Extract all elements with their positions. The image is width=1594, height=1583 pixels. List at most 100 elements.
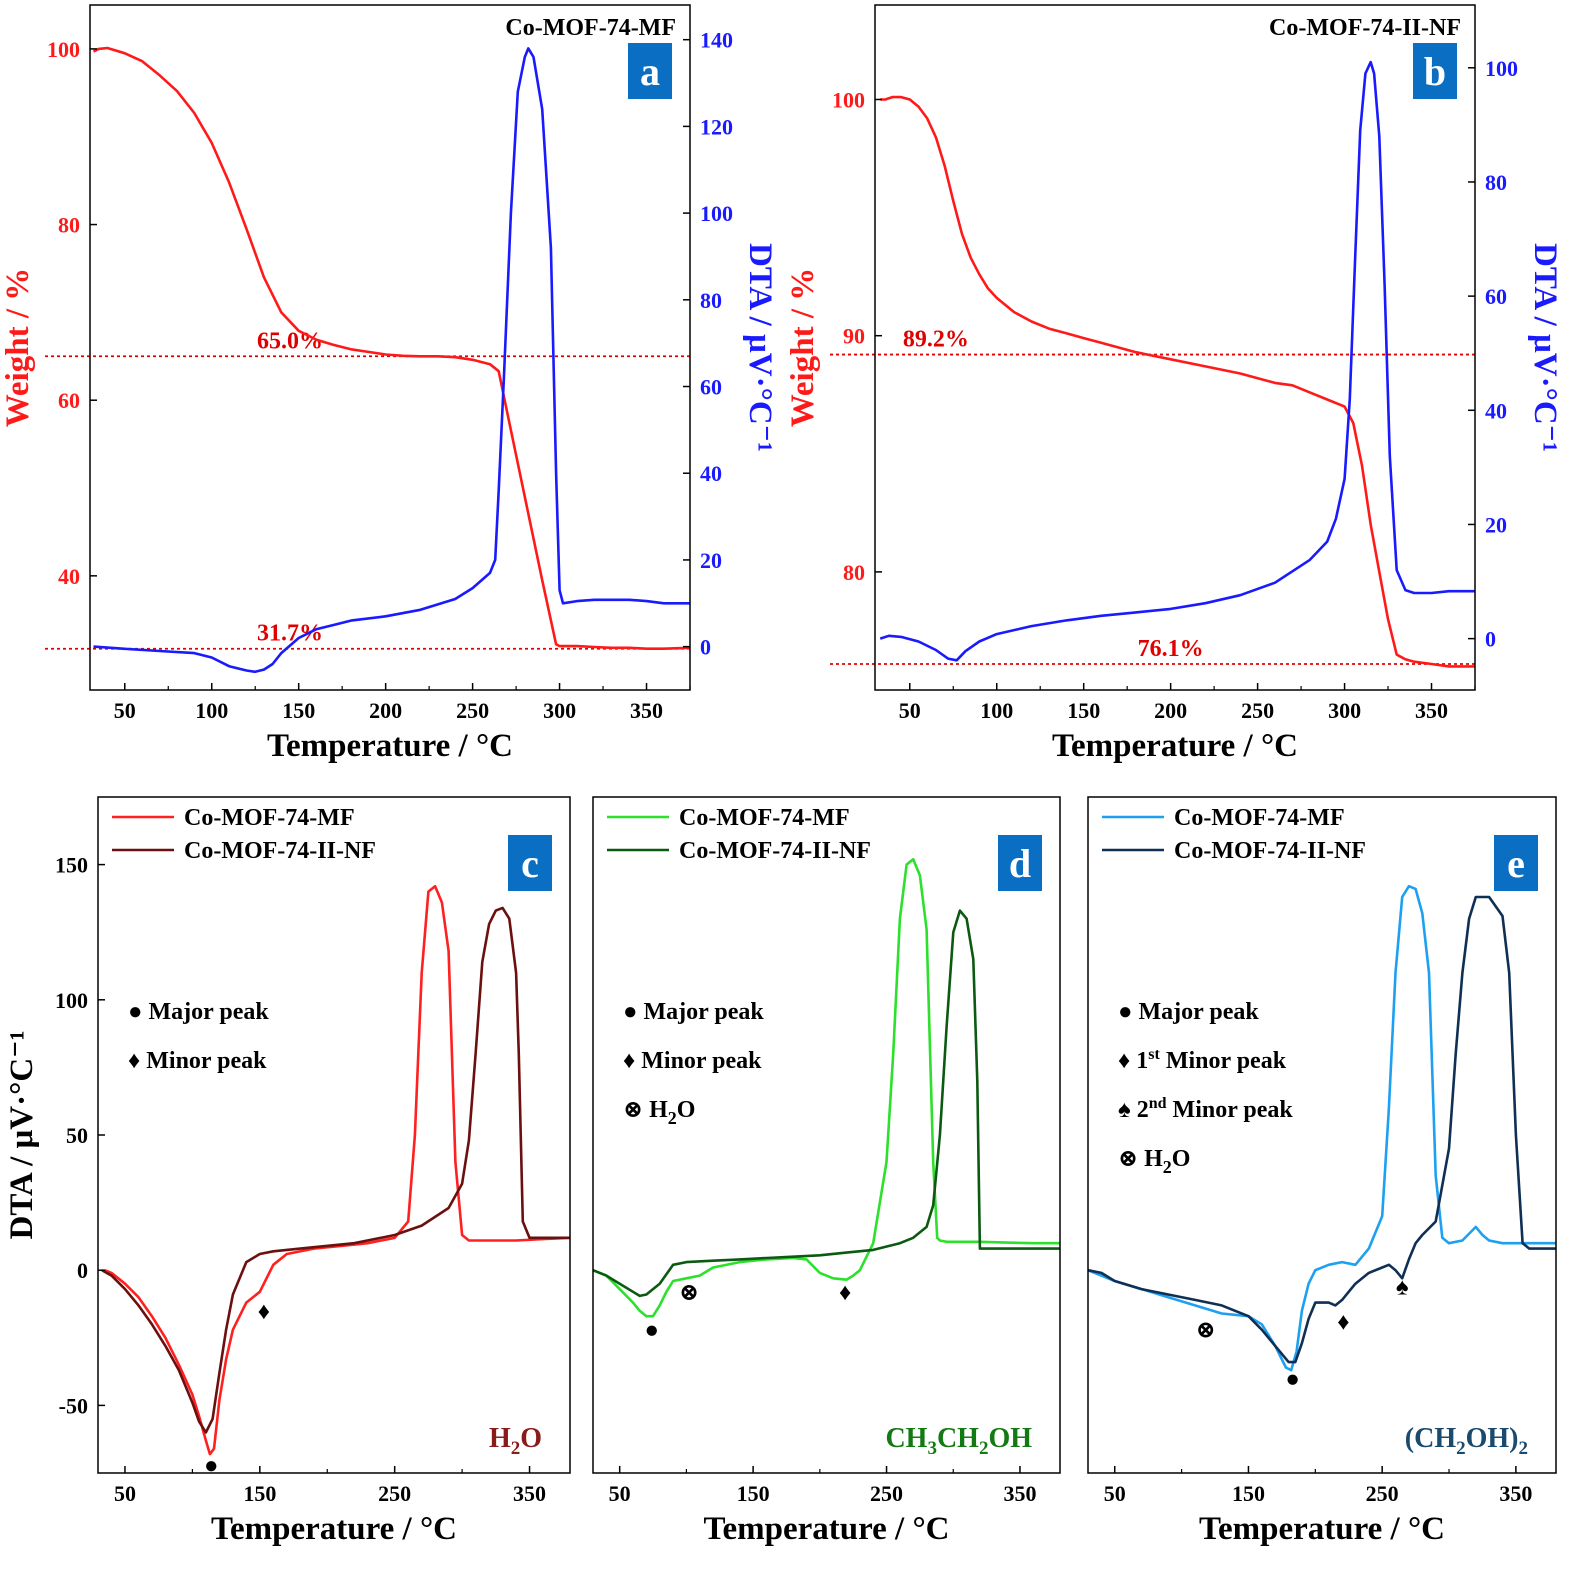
sample-label: Co-MOF-74-MF (505, 15, 676, 41)
plot-frame-e (1087, 796, 1557, 1474)
panel-badge (628, 43, 672, 99)
marker-legend-entry: ♦ Minor peak (128, 1048, 267, 1074)
peak-marker: ♦ (258, 1299, 270, 1325)
y-left-tick-label: 100 (47, 37, 80, 62)
x-tick-label: 350 (1415, 698, 1448, 723)
panel-badge-letter: b (1424, 49, 1446, 94)
y-right-tick-label: 60 (700, 375, 722, 400)
panel-badge (998, 835, 1042, 891)
panel-a: 65.0%31.7%50 100 150 200 250 300 350Temperatur… (0, 4, 778, 764)
panel-badge-letter: a (640, 49, 660, 94)
solvent-label: (CH2OH)2 (1405, 1423, 1528, 1459)
x-tick-label: 150 (243, 1481, 276, 1506)
x-tick-label: 100 (980, 698, 1013, 723)
peak-marker: ⊗ (1196, 1318, 1216, 1344)
solvent-label: H2O (489, 1423, 542, 1459)
peak-marker: ♠ (1396, 1274, 1409, 1300)
x-tick-label: 150 (1067, 698, 1100, 723)
y-right-tick-label: 140 (700, 28, 733, 53)
legend-entry: Co-MOF-74-II-NF (1174, 838, 1366, 864)
series-line (1087, 895, 1556, 1364)
series-line-weight (880, 95, 1475, 668)
y-left-axis-label: Weight / % (785, 268, 821, 428)
y-right-tick-label: 100 (700, 201, 733, 226)
y-tick-label: 50 (66, 1123, 88, 1148)
plot-frame-c (97, 796, 571, 1474)
x-tick-label: 300 (1328, 698, 1361, 723)
y-axis-label: DTA / μV·°C⁻¹ (4, 1031, 40, 1240)
peak-marker: ● (1285, 1366, 1300, 1392)
x-tick-label: 250 (1241, 698, 1274, 723)
y-tick-label: 150 (55, 853, 88, 878)
y-right-tick-label: 40 (700, 461, 722, 486)
panel-badge (1494, 835, 1538, 891)
y-right-tick-label: 100 (1485, 56, 1518, 81)
x-tick-label: 250 (1366, 1481, 1399, 1506)
peak-marker: ● (644, 1318, 659, 1344)
peak-marker: ⊗ (679, 1280, 699, 1306)
y-right-tick-label: 80 (700, 288, 722, 313)
y-left-axis-label: Weight / % (0, 268, 36, 428)
y-left-tick-label: 100 (832, 87, 865, 112)
y-tick-label: -50 (59, 1393, 88, 1418)
x-tick-label: 200 (369, 698, 402, 723)
x-tick-label: 50 (114, 1481, 136, 1506)
panel-badge-letter: d (1009, 841, 1031, 886)
series-line-dta (93, 47, 690, 674)
series-line-dta (879, 60, 1475, 662)
peak-marker: ● (204, 1453, 219, 1479)
x-tick-label: 350 (630, 698, 663, 723)
legend-entry: Co-MOF-74-II-NF (184, 838, 376, 864)
x-axis-label: Temperature / °C (1199, 1511, 1445, 1547)
x-tick-label: 50 (1104, 1481, 1126, 1506)
series-line (104, 884, 571, 1456)
x-tick-label: 350 (513, 1481, 546, 1506)
x-tick-label: 350 (1003, 1481, 1036, 1506)
panel-d: 50 150 250 350 Temperature / °C Co-MOF-74-MF C… (592, 796, 1061, 1547)
legend-entry: Co-MOF-74-II-NF (679, 838, 871, 864)
y-left-tick-label: 80 (843, 560, 865, 585)
y-right-tick-label: 120 (700, 114, 733, 139)
solvent-label: CH3CH2OH (885, 1423, 1032, 1459)
y-left-tick-label: 60 (58, 388, 80, 413)
x-tick-label: 150 (1232, 1481, 1265, 1506)
peak-marker: ♦ (1337, 1310, 1349, 1336)
plateau-label: 76.1% (1138, 636, 1204, 662)
plot-frame-a (89, 4, 691, 691)
y-right-tick-label: 20 (1485, 512, 1507, 537)
sample-label: Co-MOF-74-II-NF (1269, 15, 1461, 41)
x-tick-label: 50 (899, 698, 921, 723)
series-line (1087, 884, 1556, 1372)
x-axis-label: Temperature / °C (1052, 728, 1298, 764)
x-tick-label: 300 (543, 698, 576, 723)
x-tick-label: 350 (1499, 1481, 1532, 1506)
x-axis-label: Temperature / °C (703, 1511, 949, 1547)
marker-legend-entry: ♠ 2nd Minor peak (1118, 1095, 1293, 1123)
x-tick-label: 150 (737, 1481, 770, 1506)
series-line (592, 857, 1060, 1318)
panel-c: 50 150 250 350 Temperature / °C -50 0 50 100 150 D… (4, 796, 571, 1547)
series-line-weight (92, 46, 691, 650)
marker-legend-entry: ⊗ H2O (623, 1097, 695, 1128)
marker-legend-entry: ● Major peak (1118, 999, 1259, 1025)
x-tick-label: 250 (456, 698, 489, 723)
marker-legend-entry: ♦ 1st Minor peak (1118, 1046, 1287, 1074)
panel-badge (508, 835, 552, 891)
marker-legend-entry: ♦ Minor peak (623, 1048, 762, 1074)
y-right-axis-label: DTA / μV·°C⁻¹ (1527, 243, 1563, 452)
panel-badge-letter: c (521, 841, 539, 886)
x-tick-label: 50 (114, 698, 136, 723)
y-tick-label: 0 (77, 1258, 88, 1283)
series-line (101, 906, 570, 1434)
x-tick-label: 50 (609, 1481, 631, 1506)
panel-e: 50 150 250 350 Temperature / °C Co-MOF-74-MF C… (1087, 796, 1557, 1547)
x-tick-label: 250 (870, 1481, 903, 1506)
y-right-tick-label: 0 (1485, 627, 1496, 652)
x-tick-label: 250 (378, 1481, 411, 1506)
panel-badge (1413, 43, 1457, 99)
x-axis-label: Temperature / °C (267, 728, 513, 764)
y-right-tick-label: 0 (700, 635, 711, 660)
plateau-label: 31.7% (257, 621, 323, 647)
marker-legend-entry: ● Major peak (128, 999, 269, 1025)
